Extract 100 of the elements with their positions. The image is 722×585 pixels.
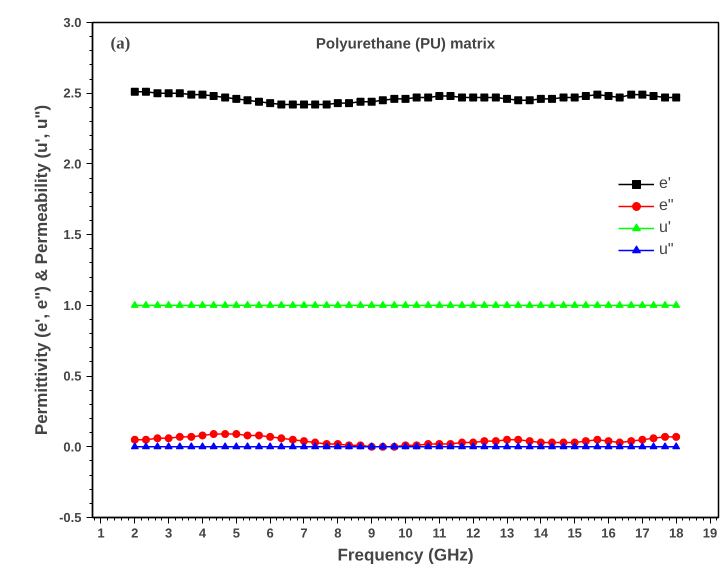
point (322, 442, 331, 450)
point (198, 300, 206, 308)
point (254, 98, 263, 106)
point (672, 442, 680, 450)
point (243, 431, 252, 440)
x-tick-label: 7 (300, 526, 308, 540)
point (390, 300, 398, 308)
point (627, 90, 636, 99)
point (243, 96, 252, 104)
legend-label: e" (659, 197, 675, 215)
point (582, 300, 590, 308)
point (536, 300, 545, 308)
x-tick-label: 16 (601, 526, 616, 540)
x-tick-label: 2 (131, 526, 138, 540)
point (446, 92, 455, 100)
point (638, 90, 646, 99)
point (560, 442, 568, 450)
point (187, 90, 196, 99)
point (164, 300, 173, 308)
point (254, 431, 263, 440)
y-tick-label: 0.0 (63, 439, 82, 454)
point (582, 92, 590, 100)
text: Polyurethane (PU) matrix (316, 36, 496, 52)
point (266, 442, 274, 450)
point (266, 432, 274, 441)
point (130, 300, 139, 308)
point (311, 100, 320, 109)
point (243, 300, 252, 308)
point (210, 300, 218, 308)
point (210, 442, 218, 450)
point (514, 300, 522, 308)
point (210, 430, 218, 438)
point (232, 430, 240, 438)
point (672, 93, 680, 102)
point (277, 300, 286, 308)
point (378, 300, 387, 308)
point (232, 94, 240, 103)
point (221, 300, 230, 308)
x-tick-label: 9 (368, 526, 376, 540)
x-tick-label: 5 (232, 526, 240, 540)
legend-label: u' (659, 219, 672, 237)
point (661, 442, 670, 450)
point (435, 300, 444, 308)
point (514, 96, 522, 104)
point (277, 434, 286, 442)
point (153, 434, 162, 442)
point (650, 442, 658, 450)
point (356, 98, 364, 106)
x-tick-label: 14 (534, 526, 549, 540)
point (390, 94, 398, 103)
x-tick-label: 18 (668, 526, 684, 540)
point (288, 442, 297, 450)
point (300, 300, 308, 308)
point (650, 434, 658, 442)
point (593, 436, 602, 444)
point (503, 442, 512, 450)
y-tick-label: -0.5 (59, 510, 82, 525)
x-tick-label: 8 (334, 526, 342, 540)
point (153, 89, 162, 98)
point (570, 442, 579, 450)
x-tick-label: 15 (567, 526, 582, 540)
annotation: (a) (110, 34, 130, 52)
point (221, 430, 230, 438)
point (661, 300, 670, 308)
point (560, 93, 568, 102)
point (311, 442, 320, 450)
point (638, 300, 646, 308)
point (480, 93, 488, 102)
point (232, 300, 240, 308)
point (402, 300, 410, 308)
point (616, 300, 624, 308)
point (368, 300, 376, 308)
point (130, 436, 139, 444)
point (277, 100, 286, 109)
y-tick-label: 2.0 (63, 156, 82, 172)
point (142, 300, 150, 308)
point (402, 94, 410, 103)
x-tick-label: 13 (500, 526, 514, 540)
point (378, 96, 387, 104)
point (638, 436, 646, 444)
point (469, 300, 478, 308)
point (412, 93, 421, 102)
point (187, 300, 196, 308)
point (503, 436, 512, 444)
point (368, 98, 376, 106)
y-tick-label: 1.5 (63, 227, 82, 242)
point (288, 100, 297, 109)
point (570, 93, 579, 102)
point (616, 93, 624, 102)
point (604, 300, 613, 308)
point (469, 442, 478, 450)
point (288, 436, 297, 444)
point (593, 300, 602, 308)
point (548, 442, 556, 450)
point (300, 100, 308, 109)
point (627, 442, 636, 450)
point (672, 300, 680, 308)
point (210, 92, 218, 100)
x-tick-label: 19 (702, 526, 718, 540)
point (526, 96, 534, 104)
